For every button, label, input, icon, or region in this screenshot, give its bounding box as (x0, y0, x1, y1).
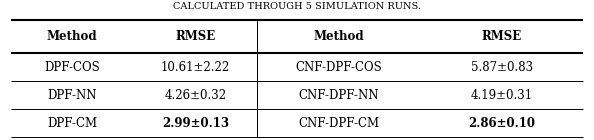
Text: 10.61±2.22: 10.61±2.22 (161, 61, 230, 74)
Text: DPF-CM: DPF-CM (47, 117, 97, 130)
Text: 4.26±0.32: 4.26±0.32 (165, 89, 226, 102)
Text: Method: Method (313, 30, 364, 43)
Text: 2.86±0.10: 2.86±0.10 (468, 117, 535, 130)
Text: RMSE: RMSE (175, 30, 216, 43)
Text: CNF-DPF-CM: CNF-DPF-CM (298, 117, 379, 130)
Text: DPF-NN: DPF-NN (48, 89, 97, 102)
Text: CALCULATED THROUGH 5 SIMULATION RUNS.: CALCULATED THROUGH 5 SIMULATION RUNS. (173, 2, 421, 11)
Text: 4.19±0.31: 4.19±0.31 (470, 89, 533, 102)
Text: 2.99±0.13: 2.99±0.13 (162, 117, 229, 130)
Text: 5.87±0.83: 5.87±0.83 (470, 61, 533, 74)
Text: CNF-DPF-COS: CNF-DPF-COS (295, 61, 382, 74)
Text: DPF-COS: DPF-COS (45, 61, 100, 74)
Text: RMSE: RMSE (482, 30, 522, 43)
Text: Method: Method (47, 30, 97, 43)
Text: CNF-DPF-NN: CNF-DPF-NN (298, 89, 379, 102)
